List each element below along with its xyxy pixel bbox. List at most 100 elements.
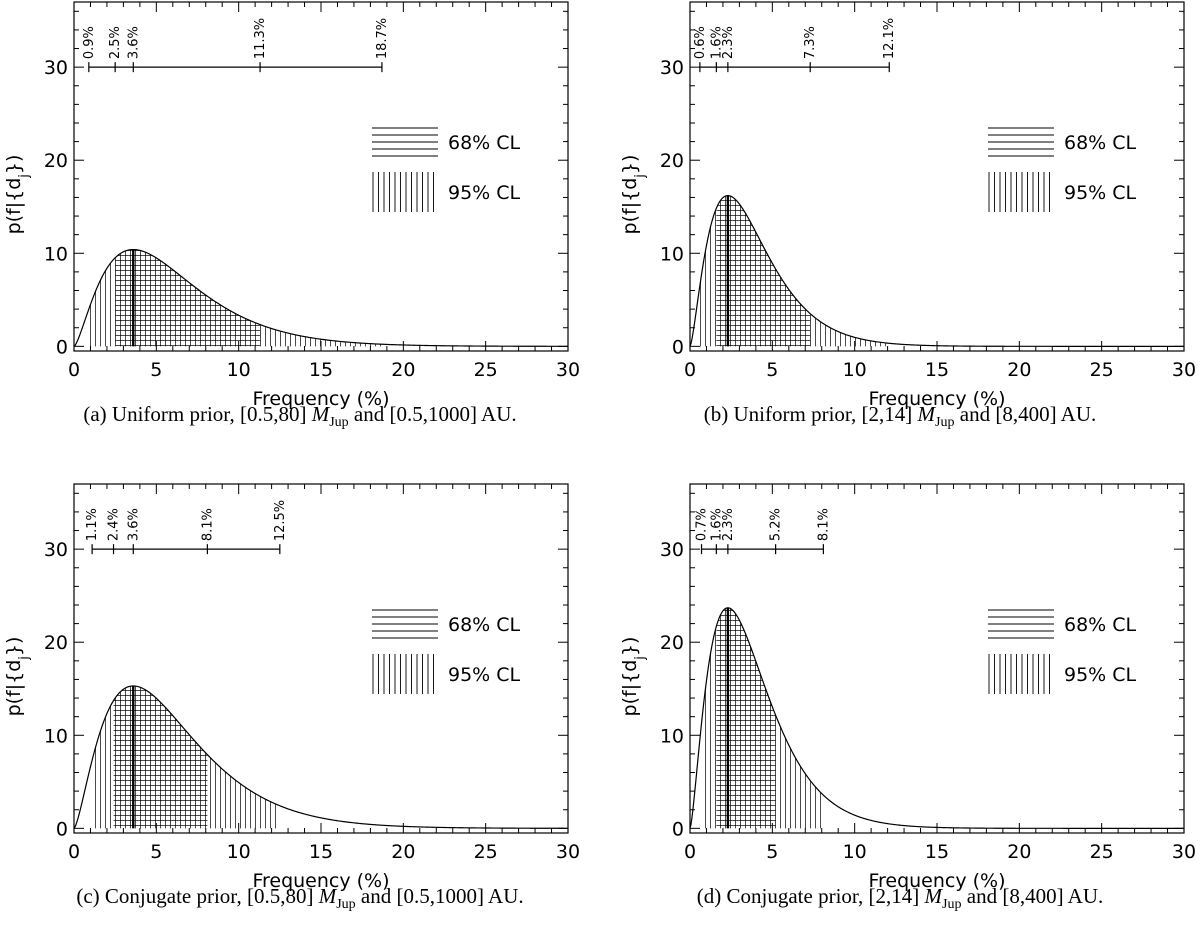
caption-a-mass-sub: Jup — [329, 415, 349, 431]
interval-bar-label: 1.1% — [85, 508, 100, 541]
legend: 68% CL 95% CL — [372, 127, 521, 212]
x-tick-label: 15 — [309, 359, 333, 381]
x-tick-label: 5 — [766, 359, 778, 381]
interval-bar-label: 8.1% — [816, 508, 831, 541]
caption-c-mass-sub: Jup — [336, 897, 356, 913]
legend-label: 95% CL — [448, 664, 521, 686]
y-tick-label: 30 — [44, 539, 68, 561]
legend-label: 68% CL — [1064, 132, 1137, 154]
x-tick-label: 0 — [68, 841, 80, 863]
interval-bar-label: 1.6% — [709, 26, 724, 59]
y-tick-label: 30 — [660, 57, 684, 79]
ci68-area — [113, 685, 208, 829]
caption-b: (b) Uniform prior, [2,14] MJup and [8,40… — [600, 402, 1200, 431]
legend-label: 95% CL — [448, 182, 521, 204]
x-tick-label: 30 — [1172, 841, 1196, 863]
x-tick-label: 0 — [68, 359, 80, 381]
caption-c: (c) Conjugate prior, [0.5,80] MJup and [… — [0, 884, 600, 913]
interval-bar-label: 11.3% — [253, 18, 268, 59]
legend-label: 68% CL — [448, 614, 521, 636]
x-tick-label: 0 — [684, 359, 696, 381]
interval-bar-label: 18.7% — [375, 18, 390, 59]
x-axis-label: Frequency (%) — [868, 870, 1005, 892]
caption-d-prefix: (d) Conjugate prior, [2,14] — [696, 884, 925, 908]
y-tick-label: 0 — [672, 818, 684, 840]
x-tick-label: 20 — [1007, 359, 1031, 381]
caption-d-mass-sub: Jup — [942, 897, 962, 913]
y-tick-label: 10 — [44, 243, 68, 265]
caption-d: (d) Conjugate prior, [2,14] MJup and [8,… — [600, 884, 1200, 913]
y-tick-label: 0 — [56, 818, 68, 840]
legend-label: 95% CL — [1064, 664, 1137, 686]
x-tick-label: 25 — [474, 359, 498, 381]
interval-bar-label: 2.3% — [721, 26, 736, 59]
x-tick-label: 25 — [474, 841, 498, 863]
y-tick-label: 10 — [44, 725, 68, 747]
x-axis-label: Frequency (%) — [252, 388, 389, 410]
y-tick-label: 10 — [660, 243, 684, 265]
panel-b: 0 5 10 15 20 25 30 0 10 20 30 Frequency (%) p(f|{dj}… — [619, 1, 1196, 410]
y-axis-label: p(f|{dj}) — [3, 155, 32, 235]
interval-bar-label: 5.2% — [769, 508, 784, 541]
x-tick-label: 10 — [843, 841, 867, 863]
caption-d-mass-symbol: M — [924, 884, 943, 908]
interval-bar-label: 8.1% — [200, 508, 215, 541]
x-tick-label: 0 — [684, 841, 696, 863]
interval-bar-label: 0.9% — [82, 26, 97, 59]
interval-bar-label: 0.7% — [695, 508, 710, 541]
interval-bar-label: 2.3% — [721, 508, 736, 541]
x-axis-label: Frequency (%) — [868, 388, 1005, 410]
panel-a: 0 5 10 15 20 25 30 0 10 20 30 Frequency (%) p(f|{dj}… — [3, 1, 580, 410]
x-tick-label: 20 — [1007, 841, 1031, 863]
x-tick-label: 10 — [227, 841, 251, 863]
y-tick-label: 30 — [660, 539, 684, 561]
ci68-area — [716, 607, 776, 829]
caption-a-mass-symbol: M — [311, 402, 330, 426]
legend: 68% CL 95% CL — [988, 127, 1137, 212]
x-tick-label: 10 — [843, 359, 867, 381]
panel-c: 0 5 10 15 20 25 30 0 10 20 30 Frequency (%) p(f|{dj}… — [3, 483, 580, 892]
x-tick-label: 15 — [925, 841, 949, 863]
caption-d-suffix: and [8,400] AU. — [961, 884, 1104, 908]
x-tick-label: 30 — [556, 359, 580, 381]
legend-label: 68% CL — [448, 132, 521, 154]
x-tick-label: 30 — [556, 841, 580, 863]
caption-a-suffix: and [0.5,1000] AU. — [348, 402, 517, 426]
y-axis-label: p(f|{dj}) — [619, 155, 648, 235]
interval-bar-label: 2.5% — [108, 26, 123, 59]
interval-bar-label: 7.3% — [803, 26, 818, 59]
caption-b-mass-sub: Jup — [935, 415, 955, 431]
caption-b-mass-symbol: M — [917, 402, 936, 426]
x-tick-label: 30 — [1172, 359, 1196, 381]
caption-c-prefix: (c) Conjugate prior, [0.5,80] — [76, 884, 319, 908]
interval-bar-label: 2.4% — [107, 508, 122, 541]
y-tick-label: 30 — [44, 57, 68, 79]
x-tick-label: 15 — [925, 359, 949, 381]
y-tick-label: 20 — [660, 632, 684, 654]
interval-bar-label: 3.6% — [126, 26, 141, 59]
interval-bar-label: 1.6% — [709, 508, 724, 541]
ci68-area — [115, 249, 261, 347]
x-tick-label: 25 — [1090, 359, 1114, 381]
caption-b-suffix: and [8,400] AU. — [954, 402, 1097, 426]
y-tick-label: 20 — [660, 150, 684, 172]
y-axis-label: p(f|{dj}) — [3, 637, 32, 717]
y-tick-label: 20 — [44, 150, 68, 172]
x-tick-label: 5 — [150, 359, 162, 381]
legend-label: 68% CL — [1064, 614, 1137, 636]
x-tick-label: 5 — [150, 841, 162, 863]
legend-label: 95% CL — [1064, 182, 1137, 204]
caption-a-prefix: (a) Uniform prior, [0.5,80] — [83, 402, 312, 426]
y-tick-label: 20 — [44, 632, 68, 654]
caption-c-mass-symbol: M — [318, 884, 337, 908]
caption-b-prefix: (b) Uniform prior, [2,14] — [703, 402, 918, 426]
y-axis-label: p(f|{dj}) — [619, 637, 648, 717]
x-tick-label: 10 — [227, 359, 251, 381]
x-tick-label: 20 — [391, 841, 415, 863]
y-tick-label: 10 — [660, 725, 684, 747]
legend: 68% CL 95% CL — [372, 609, 521, 694]
panel-d: 0 5 10 15 20 25 30 0 10 20 30 Frequency (%) p(f|{dj}… — [619, 483, 1196, 892]
ci68-area — [716, 195, 811, 347]
x-tick-label: 15 — [309, 841, 333, 863]
